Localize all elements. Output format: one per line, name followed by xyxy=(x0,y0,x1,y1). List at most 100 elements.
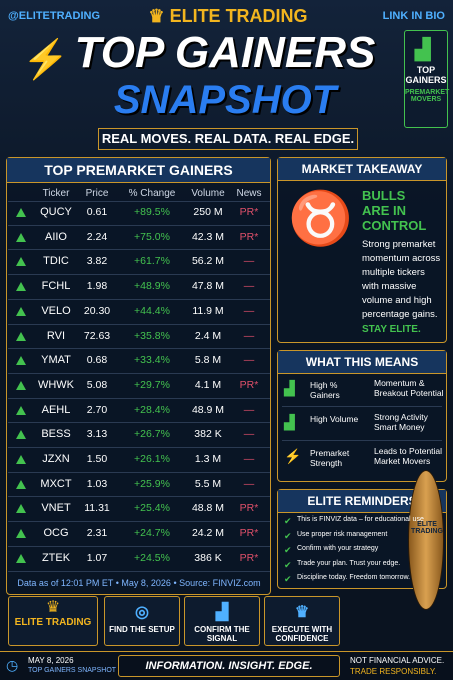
reminder: Use proper risk management xyxy=(297,530,388,538)
table-cell: +33.4% xyxy=(134,354,170,367)
separator xyxy=(8,570,270,572)
table-cell: BESS xyxy=(41,428,71,441)
table-cell: 1.3 M xyxy=(194,453,222,465)
table-cell: +75.0% xyxy=(134,230,170,243)
table-cell: 72.63 xyxy=(83,329,111,342)
up-arrow xyxy=(16,380,26,390)
table-cell: 48.8 M xyxy=(191,502,225,515)
table-cell: 11.31 xyxy=(84,502,110,515)
table-cell: 1.07 xyxy=(86,551,108,564)
table-cell: 20.30 xyxy=(83,304,111,317)
column-header: % Change xyxy=(128,188,176,199)
table-cell: PR* xyxy=(239,206,259,218)
table-cell: 1.50 xyxy=(86,453,108,465)
table-cell: MXCT xyxy=(40,477,72,490)
table-cell: +89.5% xyxy=(134,206,170,218)
surfboard: ELITE TRADING xyxy=(408,470,444,610)
up-arrow xyxy=(16,479,26,489)
table-cell: +24.7% xyxy=(134,527,170,540)
table-cell: 56.2 M xyxy=(191,255,225,268)
check-icon: ✔ xyxy=(284,545,292,555)
table-cell: AEHL xyxy=(41,403,71,416)
meaning-icon: ⚡ xyxy=(284,448,302,464)
step: CONFIRM THE SIGNAL ▟ xyxy=(184,596,260,646)
table-cell: 24.2 M xyxy=(191,527,225,540)
table-cell: +25.9% xyxy=(134,477,170,490)
table-cell: 42.3 M xyxy=(191,230,225,243)
table-cell: — xyxy=(243,255,255,268)
meaning-title: WHAT THIS MEANS xyxy=(278,351,446,374)
separator xyxy=(8,298,270,300)
table-cell: — xyxy=(243,477,255,490)
table-cell: — xyxy=(243,329,255,342)
table-cell: WHWK xyxy=(37,378,75,391)
bolt: ⚡ xyxy=(22,39,70,81)
table-cell: VELO xyxy=(41,304,71,317)
logo: ♛ ELITE TRADING xyxy=(8,596,98,646)
up-arrow xyxy=(16,331,26,341)
table-cell: — xyxy=(243,304,255,317)
table-cell: QUCY xyxy=(40,206,72,218)
step: EXECUTE WITH CONFIDENCE ♛ xyxy=(264,596,340,646)
table-cell: — xyxy=(243,403,255,416)
table-cell: +25.4% xyxy=(134,502,170,515)
table-cell: OCG xyxy=(43,527,69,540)
separator xyxy=(8,372,270,374)
separator xyxy=(8,397,270,399)
meaning-label: Premarket Strength xyxy=(310,448,350,468)
table-cell: AIIO xyxy=(44,230,67,243)
table-cell: +61.7% xyxy=(134,255,170,268)
check-icon: ✔ xyxy=(284,559,292,570)
table-cell: +26.1% xyxy=(134,453,170,465)
column-header: News xyxy=(236,188,262,199)
check-icon: ✔ xyxy=(284,574,292,584)
badge-title: TOP GAINERS xyxy=(405,65,447,85)
takeaway-cta: STAY ELITE. xyxy=(362,324,421,335)
table-cell: 0.68 xyxy=(86,354,108,367)
table-cell: 5.08 xyxy=(86,378,108,391)
brand-text: ELITE TRADING xyxy=(169,6,308,26)
reminder: Confirm with your strategy xyxy=(297,545,379,552)
meaning-label: High Volume xyxy=(310,414,359,424)
table-cell: FCHL xyxy=(41,280,71,293)
table-cell: 0.61 xyxy=(86,206,108,218)
table-title: TOP PREMARKET GAINERS xyxy=(7,158,270,183)
table-cell: — xyxy=(243,280,255,293)
separator xyxy=(8,249,270,251)
tagline: REAL MOVES. REAL DATA. REAL EDGE. xyxy=(98,128,358,150)
up-arrow xyxy=(16,306,26,316)
table-cell: 2.31 xyxy=(86,527,108,540)
step: FIND THE SETUP ◎ xyxy=(104,596,180,646)
up-arrow xyxy=(16,282,26,292)
meaning-desc: Leads to Potential Market Movers xyxy=(374,446,443,466)
table-cell: +48.9% xyxy=(134,280,170,293)
up-arrow xyxy=(16,405,26,415)
table-cell: +24.5% xyxy=(134,551,170,564)
step-icon: ◎ xyxy=(135,604,149,621)
table-cell: JZXN xyxy=(42,453,70,465)
title-line1: TOP GAINERS xyxy=(74,28,376,77)
title-line2: SNAPSHOT xyxy=(113,78,337,122)
takeaway-body: Strong premarket momentum across multipl… xyxy=(362,239,441,320)
column-header: Volume xyxy=(191,188,225,199)
table-cell: 386 K xyxy=(194,551,222,564)
table-cell: 4.1 M xyxy=(194,378,222,391)
table-cell: +26.7% xyxy=(134,428,170,441)
up-arrow xyxy=(16,504,26,514)
table-cell: 250 M xyxy=(193,206,223,218)
table-cell: — xyxy=(243,354,255,367)
brand: ♛ ELITE TRADING xyxy=(148,6,308,26)
link: LINK IN BIO xyxy=(382,10,445,22)
clock-icon: ◷ xyxy=(6,657,19,673)
check-icon: ✔ xyxy=(284,530,292,541)
table-cell: +28.4% xyxy=(134,403,170,416)
table-cell: +35.8% xyxy=(134,329,170,342)
footer-disclaimer: NOT FINANCIAL ADVICE. xyxy=(350,656,445,665)
up-arrow xyxy=(16,553,26,563)
table-cell: 1.98 xyxy=(86,280,108,293)
table-cell: PR* xyxy=(239,378,259,391)
up-arrow xyxy=(16,356,26,366)
table-cell: PR* xyxy=(239,230,259,243)
takeaway-panel: MARKET TAKEAWAY ♉ BULLS ARE IN CONTROL S… xyxy=(277,157,447,343)
